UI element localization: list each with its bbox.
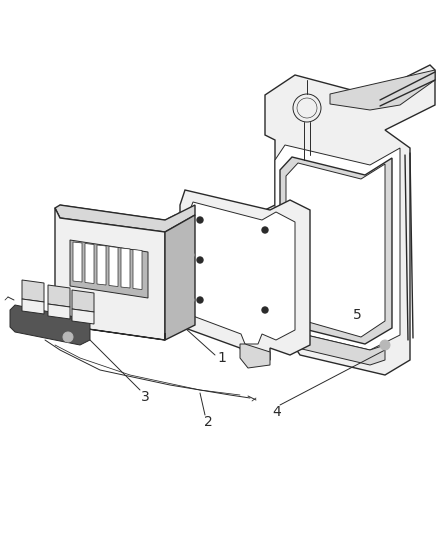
Circle shape	[197, 257, 203, 263]
Polygon shape	[55, 205, 195, 232]
Circle shape	[262, 307, 268, 313]
Polygon shape	[133, 249, 142, 289]
Text: 3: 3	[141, 390, 149, 404]
Polygon shape	[48, 304, 70, 319]
Polygon shape	[60, 318, 165, 340]
Polygon shape	[72, 290, 94, 312]
Polygon shape	[10, 305, 90, 345]
Text: 2: 2	[204, 415, 212, 429]
Polygon shape	[121, 248, 130, 288]
Polygon shape	[70, 240, 148, 298]
Polygon shape	[85, 244, 94, 284]
Polygon shape	[97, 245, 106, 285]
Polygon shape	[72, 309, 94, 324]
Polygon shape	[73, 242, 82, 282]
Circle shape	[262, 227, 268, 233]
Polygon shape	[286, 163, 385, 337]
Text: 1: 1	[218, 351, 226, 365]
Polygon shape	[48, 285, 70, 307]
Polygon shape	[240, 344, 270, 368]
Circle shape	[63, 332, 73, 342]
Polygon shape	[22, 299, 44, 314]
Polygon shape	[55, 208, 165, 340]
Polygon shape	[275, 145, 400, 350]
Polygon shape	[330, 70, 435, 110]
Text: 4: 4	[272, 405, 281, 419]
Polygon shape	[265, 65, 435, 375]
Circle shape	[186, 296, 194, 304]
Polygon shape	[180, 190, 310, 360]
Circle shape	[197, 297, 203, 303]
Polygon shape	[165, 215, 195, 340]
Circle shape	[380, 340, 390, 350]
Circle shape	[197, 217, 203, 223]
Polygon shape	[280, 157, 392, 344]
Circle shape	[186, 251, 194, 259]
Polygon shape	[188, 202, 295, 344]
Polygon shape	[275, 330, 385, 365]
Polygon shape	[22, 280, 44, 302]
Text: 5: 5	[353, 308, 361, 322]
Polygon shape	[109, 246, 118, 287]
